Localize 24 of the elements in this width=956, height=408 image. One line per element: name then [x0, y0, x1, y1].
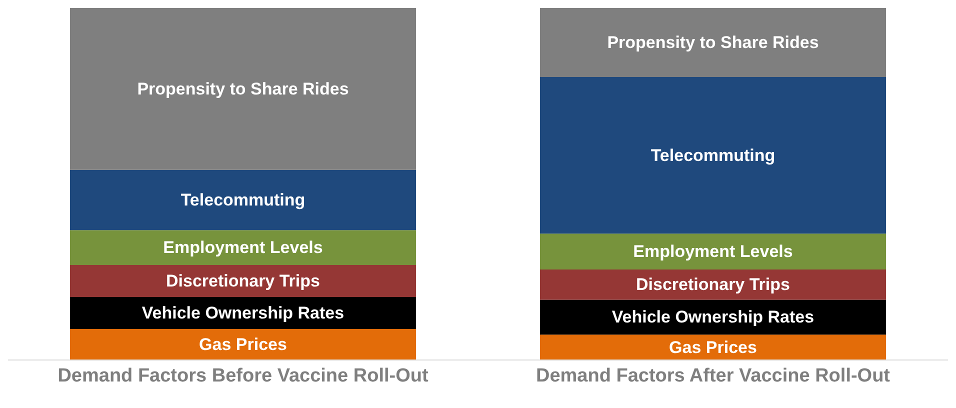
series-label: Propensity to Share Rides [607, 32, 819, 52]
bar [70, 230, 416, 265]
series-label: Discretionary Trips [636, 275, 790, 294]
series-label: Employment Levels [163, 238, 323, 258]
x-tick-label: Demand Factors Before Vaccine Roll-Out [58, 365, 429, 386]
bar [70, 329, 416, 360]
bar [540, 234, 886, 270]
text: Gas Prices [199, 335, 287, 354]
bar [540, 270, 886, 300]
bar [540, 76, 886, 234]
bar [70, 8, 416, 170]
text: Employment Levels [633, 242, 793, 262]
bar [70, 264, 416, 297]
series-label: Vehicle Ownership Rates [142, 304, 344, 323]
text: Propensity to Share Rides [137, 79, 349, 98]
bar [70, 170, 416, 230]
series-label: Gas Prices [669, 338, 757, 357]
text: Vehicle Ownership Rates [612, 308, 814, 327]
bar [540, 8, 886, 77]
x-tick-label: Demand Factors After Vaccine Roll-Out [536, 365, 891, 386]
series-label: Telecommuting [180, 190, 306, 210]
text: Discretionary Trips [166, 271, 320, 290]
text: Telecommuting [650, 146, 776, 165]
bar [540, 334, 886, 360]
